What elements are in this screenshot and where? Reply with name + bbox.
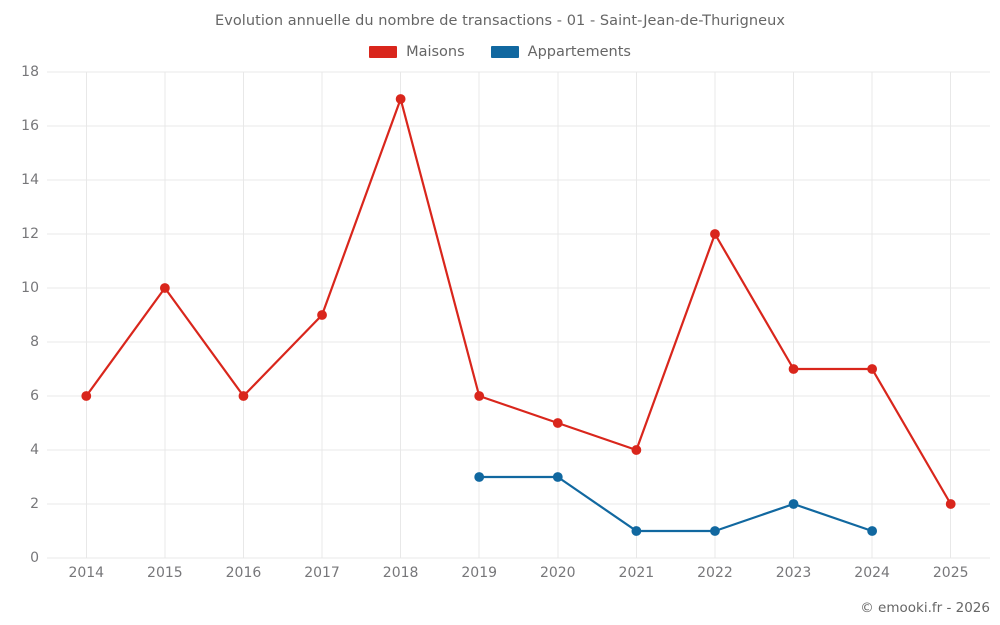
legend-item-maisons[interactable]: Maisons: [369, 44, 465, 60]
x-axis-tick-label: 2016: [225, 565, 262, 581]
legend-item-label: Appartements: [527, 44, 631, 60]
y-axis-tick-label: 14: [21, 172, 39, 188]
legend-item-appartements[interactable]: Appartements: [490, 44, 631, 60]
y-axis-tick-label: 2: [30, 496, 39, 512]
x-axis-tick-label: 2022: [697, 565, 733, 581]
y-axis-tick-labels: 0 2 4 6 8 10 12 14 16 18: [0, 65, 39, 565]
y-axis-tick-label: 4: [30, 442, 39, 458]
x-axis-tick-label: 2020: [539, 565, 576, 581]
x-axis-tick-label: 2021: [618, 565, 655, 581]
chart-title: Evolution annuelle du nombre de transact…: [215, 13, 785, 29]
x-axis-tick-label: 2024: [854, 565, 890, 581]
y-axis-tick-label: 12: [21, 226, 39, 242]
series-markers: [81, 94, 956, 536]
legend-color-swatch-icon: [490, 46, 519, 58]
x-axis-tick-label: 2025: [932, 565, 969, 581]
x-axis-tick-label: 2015: [147, 565, 183, 581]
chart-legend: Maisons Appartements: [0, 44, 1000, 60]
horizontal-gridlines: [47, 71, 990, 559]
x-axis-tick-label: 2018: [382, 565, 419, 581]
y-axis-tick-label: 6: [30, 388, 39, 404]
y-axis-tick-label: 16: [21, 118, 39, 134]
y-axis-tick-label: 0: [30, 550, 39, 566]
y-axis-tick-label: 8: [30, 334, 39, 350]
x-axis-tick-label: 2014: [68, 565, 105, 581]
footer-credit: © emooki.fr - 2026: [860, 600, 990, 616]
x-axis-tick-labels: 2014 2015 2016 2017 2018 2019 2020 2021 2022 2023…: [47, 566, 990, 590]
series-lines: [85, 97, 952, 533]
plot-area: [47, 71, 990, 559]
legend-item-label: Maisons: [406, 44, 465, 60]
y-axis-tick-label: 10: [21, 280, 39, 296]
x-axis-tick-label: 2017: [304, 565, 340, 581]
legend-color-swatch-icon: [369, 46, 398, 58]
plot-svg: [47, 71, 990, 559]
vertical-gridlines: [85, 72, 952, 558]
y-axis-tick-label: 18: [21, 64, 39, 80]
x-axis-tick-label: 2023: [775, 565, 812, 581]
x-axis-tick-label: 2019: [461, 565, 498, 581]
